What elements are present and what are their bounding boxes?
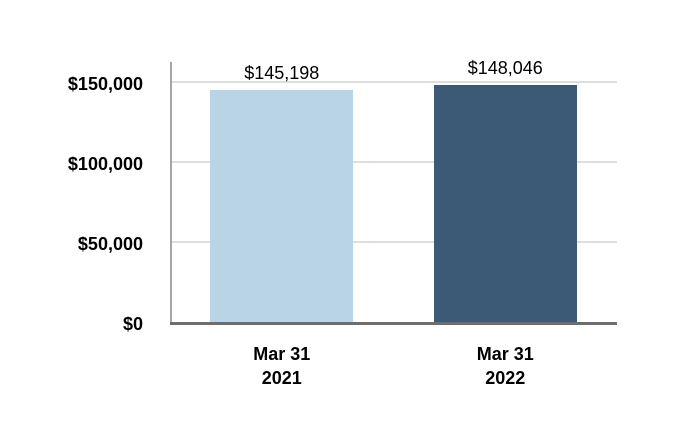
- x-axis-category-label: Mar 31 2022: [415, 342, 595, 390]
- x-axis-line: [170, 322, 617, 325]
- y-axis-tick-label: $0: [122, 314, 143, 334]
- y-axis-tick-label: $50,000: [77, 234, 143, 254]
- bar-mar-31-2022: [433, 85, 577, 322]
- category-line: Mar 31: [253, 344, 311, 364]
- x-axis-category-label: Mar 31 2021: [192, 342, 372, 390]
- bar-value-label: $145,198: [244, 62, 320, 83]
- gridline: [172, 161, 617, 163]
- y-axis-line: [170, 62, 172, 322]
- bar-mar-31-2021: [210, 89, 354, 322]
- y-axis-tick-label: $100,000: [67, 154, 143, 174]
- gridline: [172, 241, 617, 243]
- gridline: [172, 81, 617, 83]
- bar-value-label: $148,046: [467, 58, 543, 79]
- category-line: Mar 31: [476, 344, 534, 364]
- y-axis-tick-label: $150,000: [67, 74, 143, 94]
- category-line: 2021: [261, 368, 302, 388]
- category-line: 2022: [485, 368, 526, 388]
